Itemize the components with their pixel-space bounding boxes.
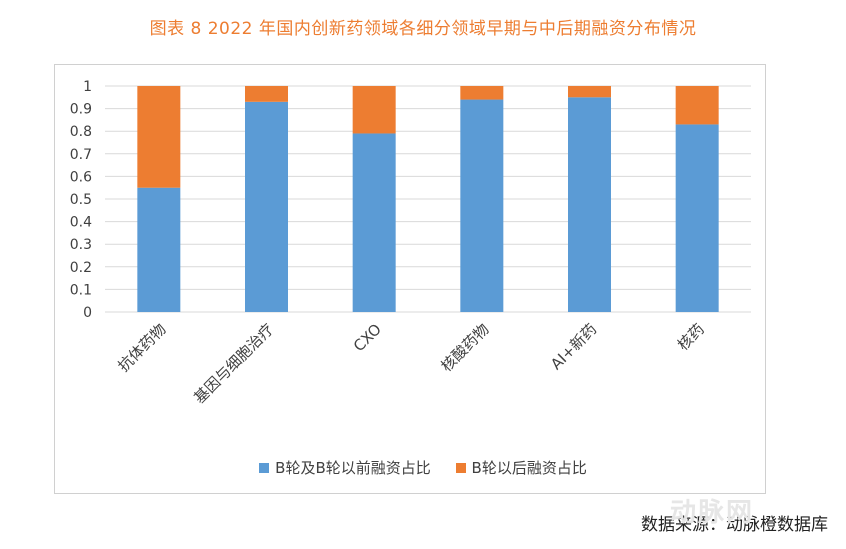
legend-label-late: B轮以后融资占比 bbox=[471, 459, 587, 477]
bar-early bbox=[675, 124, 719, 312]
data-source: 数据来源：动脉橙数据库 bbox=[641, 515, 828, 535]
bar-late bbox=[352, 86, 396, 134]
y-tick-label: 0.6 bbox=[70, 169, 92, 185]
bar-late bbox=[460, 86, 504, 100]
x-tick-label: 抗体药物 bbox=[114, 320, 169, 375]
x-tick-label: 基因与细胞治疗 bbox=[190, 320, 277, 407]
legend-label-early: B轮及B轮以前融资占比 bbox=[275, 459, 431, 477]
y-tick-label: 0.9 bbox=[70, 102, 92, 118]
bar-early bbox=[352, 133, 396, 312]
x-tick-label: 核药 bbox=[674, 320, 708, 354]
bar-late bbox=[675, 86, 719, 125]
legend-swatch-late bbox=[455, 462, 466, 473]
bar-early bbox=[568, 97, 611, 312]
x-tick-label: 核酸药物 bbox=[437, 320, 492, 375]
bar-late bbox=[137, 86, 181, 188]
legend-item-late: B轮以后融资占比 bbox=[455, 457, 587, 478]
bar-early bbox=[245, 101, 288, 312]
y-tick-label: 0.4 bbox=[70, 215, 92, 231]
bar-late bbox=[245, 86, 288, 102]
x-tick-label: CXO bbox=[350, 320, 385, 355]
legend-swatch-early bbox=[259, 462, 270, 473]
y-tick-label: 0.2 bbox=[70, 260, 92, 276]
y-tick-label: 0.5 bbox=[70, 192, 92, 208]
chart-frame bbox=[54, 64, 766, 494]
x-tick-label: AI+新药 bbox=[547, 320, 600, 373]
bar-late bbox=[568, 86, 611, 98]
y-tick-label: 0.7 bbox=[70, 147, 92, 163]
y-tick-label: 0.3 bbox=[70, 237, 92, 253]
y-tick-label: 0.8 bbox=[70, 124, 92, 140]
y-tick-label: 0 bbox=[83, 305, 92, 321]
bar-early bbox=[460, 99, 504, 312]
watermark-logo: 动脉网 bbox=[670, 498, 755, 528]
chart-title: 图表 8 2022 年国内创新药领域各细分领域早期与中后期融资分布情况 bbox=[149, 19, 697, 39]
y-tick-label: 1 bbox=[83, 79, 92, 95]
legend-item-early: B轮及B轮以前融资占比 bbox=[259, 457, 431, 478]
legend: B轮及B轮以前融资占比 B轮以后融资占比 bbox=[0, 457, 846, 478]
bar-early bbox=[137, 187, 181, 312]
y-tick-label: 0.1 bbox=[70, 282, 92, 298]
